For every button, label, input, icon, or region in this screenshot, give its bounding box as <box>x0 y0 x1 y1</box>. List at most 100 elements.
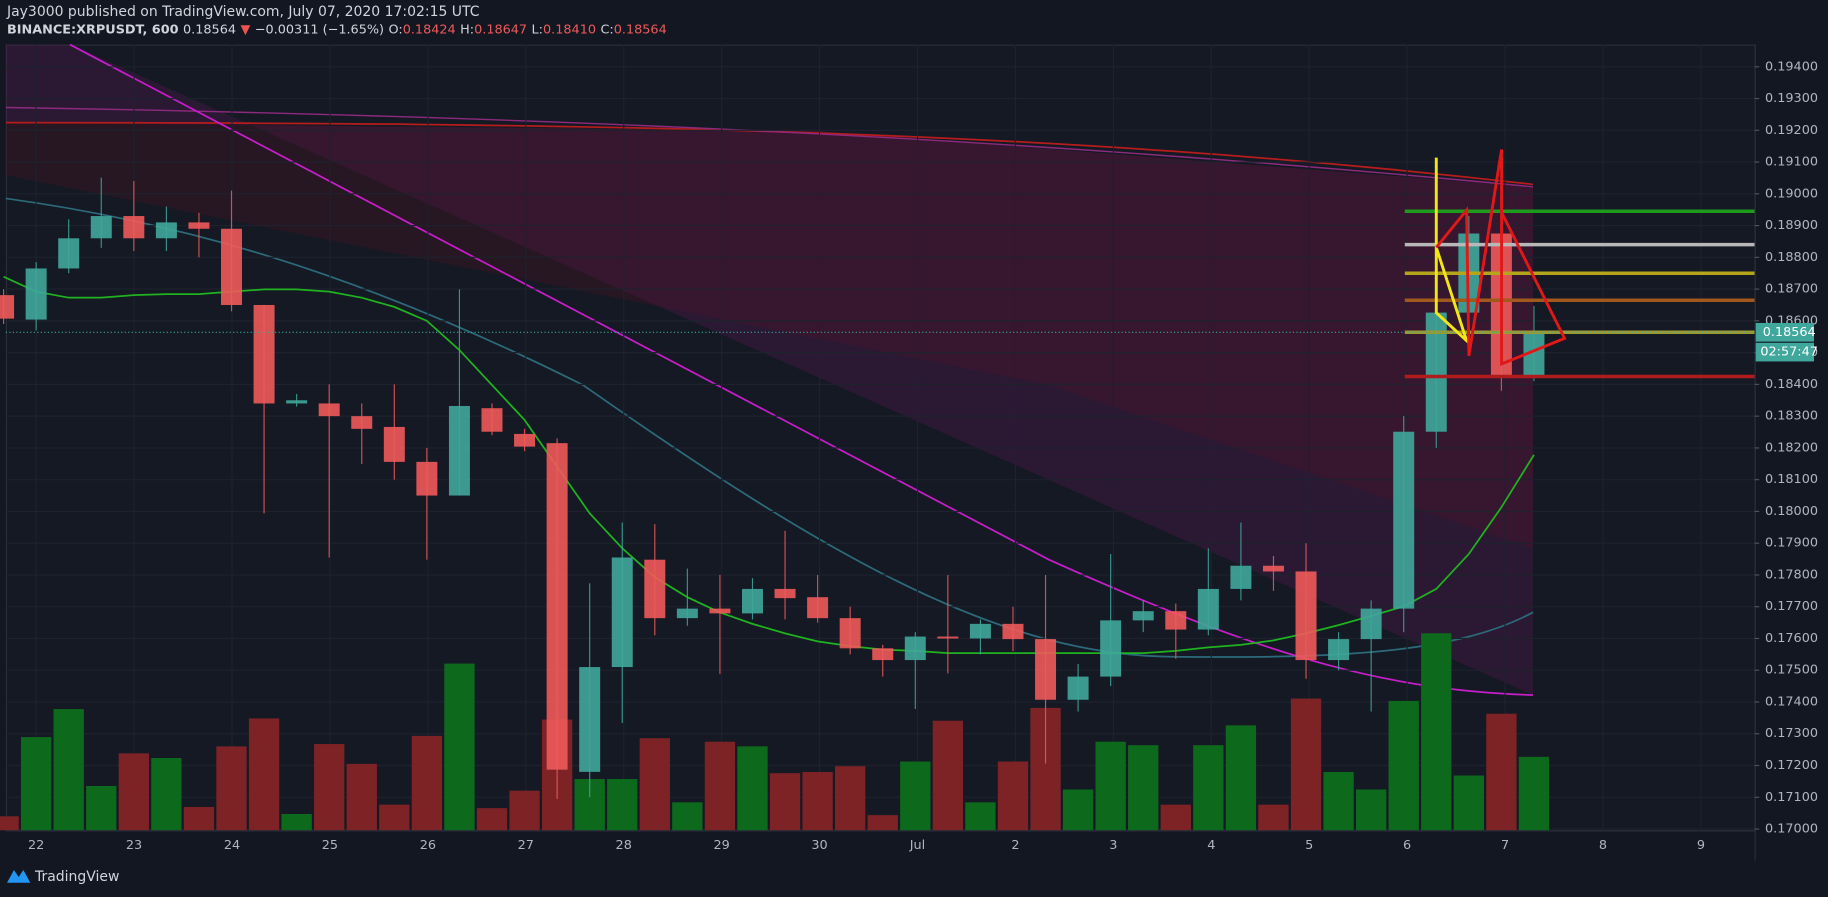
h-value: 0.18647 <box>474 22 527 37</box>
candle-body <box>611 557 633 668</box>
volume-bar <box>802 772 833 831</box>
volume-bar <box>1193 745 1224 831</box>
header: Jay3000 published on TradingView.com, Ju… <box>6 4 480 20</box>
volume-bar <box>118 753 149 831</box>
candle-body <box>1002 623 1024 640</box>
candle-body <box>1523 332 1545 377</box>
candle-body <box>383 426 405 462</box>
y-tick-label: 0.17100 <box>1765 790 1818 805</box>
volume-bar <box>0 816 19 831</box>
y-tick-label: 0.18700 <box>1765 282 1818 297</box>
candle-body <box>546 443 568 770</box>
volume-bar <box>672 802 703 831</box>
last: 0.18564 <box>183 22 236 37</box>
candle-body <box>774 588 796 599</box>
y-tick-label: 0.19000 <box>1765 186 1818 201</box>
candle-body <box>1165 611 1187 630</box>
volume-bar <box>997 761 1029 831</box>
l-label: L: <box>532 22 543 37</box>
candle-body <box>514 433 536 447</box>
volume-bar <box>20 737 52 831</box>
candle-body <box>709 608 731 614</box>
y-tick-label: 0.18100 <box>1765 472 1818 487</box>
candle-body <box>1230 565 1252 589</box>
volume-bar <box>607 779 638 831</box>
candle-body <box>1262 565 1284 572</box>
volume-bar <box>639 738 670 831</box>
volume-bar <box>1225 725 1257 831</box>
countdown-box <box>1755 342 1815 362</box>
h-label: H: <box>460 22 474 37</box>
y-tick-label: 0.19400 <box>1765 59 1818 74</box>
symbol: BINANCE:XRPUSDT, 600 <box>7 22 179 37</box>
volume-bar <box>1062 789 1094 831</box>
candle-body <box>90 216 112 239</box>
x-tick-label: 6 <box>1403 838 1411 853</box>
x-tick-label: 25 <box>322 838 338 853</box>
candle-body <box>1360 608 1382 640</box>
volume-bar <box>476 808 508 831</box>
volume-bar <box>769 773 801 831</box>
y-tick-label: 0.17500 <box>1765 663 1818 678</box>
volume-bar <box>1388 700 1419 831</box>
candle-body <box>741 588 763 614</box>
candle-body <box>1035 639 1057 700</box>
y-tick-label: 0.19300 <box>1765 91 1818 106</box>
brand: TradingView <box>34 869 119 885</box>
candle-body <box>221 228 243 305</box>
l-value: 0.18410 <box>543 22 596 37</box>
candle-body <box>969 623 991 639</box>
o-label: O: <box>389 22 403 37</box>
volume-bar <box>411 735 443 831</box>
volume-bar <box>835 766 866 831</box>
indicators <box>3 275 1535 654</box>
volume-bar <box>53 709 84 831</box>
candle-body <box>1295 571 1317 661</box>
candle-body <box>872 648 894 661</box>
candle-body <box>839 618 861 649</box>
volume-bar <box>1095 741 1126 831</box>
y-tick-label: 0.18300 <box>1765 409 1818 424</box>
volume-bar <box>704 741 736 831</box>
candle-body <box>58 238 80 269</box>
countdown: 02:57:47 <box>1760 345 1818 360</box>
x-tick-label: Jul <box>909 838 925 853</box>
x-tick-label: 2 <box>1011 838 1019 853</box>
candle-body <box>253 304 275 404</box>
brand-logo <box>6 869 31 883</box>
arrow: ▼ <box>240 22 250 37</box>
x-tick-label: 24 <box>224 838 240 853</box>
volume-bar <box>1355 789 1387 831</box>
candles <box>0 160 1545 799</box>
volume-bar <box>1160 804 1191 831</box>
x-tick-label: 4 <box>1207 838 1215 853</box>
slow-ma <box>5 197 1534 658</box>
volume-bar <box>281 813 312 831</box>
volume-bar <box>509 790 540 831</box>
candle-body <box>0 295 15 319</box>
y-tick-label: 0.17700 <box>1765 599 1818 614</box>
candle-body <box>448 405 470 496</box>
candle-body <box>1197 588 1219 630</box>
volume-bar <box>1290 698 1322 831</box>
pattern-drawing <box>1435 149 1567 367</box>
symbol-line: BINANCE:XRPUSDT, 600 0.18564 ▼ −0.00311 … <box>7 22 667 37</box>
last-price-box <box>1755 322 1815 342</box>
shaded-band <box>5 44 1534 696</box>
candle-body <box>1328 639 1350 661</box>
x-tick-label: 29 <box>713 838 729 853</box>
volume-bar <box>444 663 475 831</box>
x-tick-label: 8 <box>1599 838 1607 853</box>
pattern-drawing <box>1434 157 1470 346</box>
x-tick-label: 26 <box>420 838 436 853</box>
candle-body <box>123 216 145 239</box>
x-tick-label: 28 <box>616 838 632 853</box>
axes: 0.19400 0.19300 0.19200 0.19100 0.19000 0.189… <box>28 59 1818 853</box>
volume-bar <box>932 720 964 831</box>
volume-bar <box>1421 633 1452 831</box>
volume-bar <box>216 746 247 831</box>
last-price-label: 0.18564 <box>1763 325 1816 340</box>
change: −0.00311 (−1.65%) <box>255 22 384 37</box>
volume-bar <box>1486 713 1517 831</box>
x-tick-label: 22 <box>28 838 44 853</box>
